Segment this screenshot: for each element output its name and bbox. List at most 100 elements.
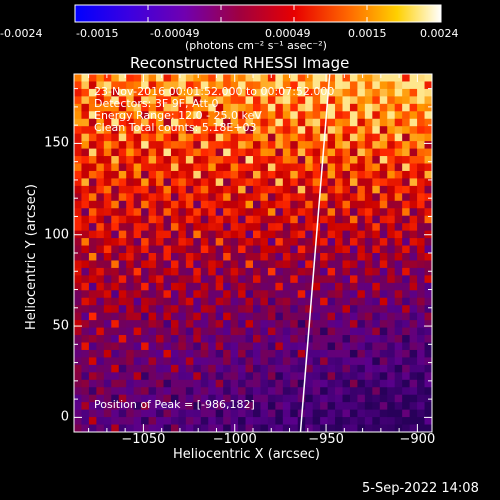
heatmap-cell	[230, 394, 239, 403]
heatmap-cell	[372, 88, 381, 97]
heatmap-cell	[133, 335, 142, 343]
heatmap-cell	[156, 81, 164, 90]
heatmap-cell	[402, 253, 411, 261]
heatmap-cell	[133, 148, 142, 157]
heatmap-cell	[193, 238, 202, 247]
heatmap-cell	[178, 409, 187, 418]
heatmap-cell	[297, 215, 306, 224]
heatmap-cell	[402, 185, 411, 194]
heatmap-cell	[402, 402, 411, 411]
heatmap-cell	[141, 81, 150, 90]
heatmap-cell	[417, 387, 426, 396]
heatmap-cell	[103, 282, 112, 291]
heatmap-cell	[290, 103, 299, 112]
heatmap-cell	[133, 260, 142, 269]
heatmap-cell	[81, 223, 90, 232]
heatmap-cell	[320, 342, 329, 351]
heatmap-cell	[74, 297, 82, 306]
heatmap-cell	[200, 253, 209, 261]
heatmap-cell	[402, 424, 411, 433]
heatmap-cell	[379, 141, 388, 150]
heatmap-cell	[305, 193, 314, 202]
heatmap-cell	[126, 327, 135, 336]
heatmap-cell	[409, 372, 418, 381]
heatmap-cell	[74, 193, 82, 202]
heatmap-cell	[253, 156, 261, 164]
heatmap-cell	[364, 372, 373, 381]
heatmap-cell	[163, 118, 172, 127]
heatmap-cell	[364, 402, 373, 411]
heatmap-cell	[230, 223, 239, 232]
heatmap-cell	[402, 335, 411, 343]
heatmap-cell	[223, 103, 232, 112]
heatmap-cell	[118, 349, 127, 358]
heatmap-cell	[409, 253, 418, 261]
heatmap-cell	[349, 96, 358, 105]
heatmap-cell	[178, 96, 187, 105]
heatmap-cell	[387, 96, 396, 105]
heatmap-cell	[126, 267, 135, 276]
heatmap-cell	[297, 133, 306, 142]
heatmap-cell	[156, 409, 164, 418]
heatmap-cell	[148, 327, 157, 336]
heatmap-cell	[342, 290, 351, 299]
heatmap-cell	[267, 253, 276, 261]
heatmap-cell	[424, 238, 433, 247]
heatmap-cell	[275, 335, 284, 343]
heatmap-cell	[387, 260, 396, 269]
heatmap-cell	[297, 297, 306, 306]
heatmap-cell	[342, 81, 351, 90]
heatmap-cell	[215, 424, 224, 433]
heatmap-cell	[185, 238, 194, 247]
heatmap-cell	[156, 417, 164, 426]
heatmap-cell	[282, 253, 291, 261]
heatmap-cell	[305, 133, 314, 142]
heatmap-cell	[74, 327, 82, 336]
heatmap-cell	[387, 126, 396, 135]
heatmap-cell	[223, 223, 232, 232]
heatmap-cell	[141, 312, 150, 321]
heatmap-cell	[379, 200, 388, 209]
heatmap-cell	[141, 200, 150, 209]
heatmap-cell	[208, 223, 217, 232]
heatmap-cell	[81, 260, 90, 269]
heatmap-cell	[163, 282, 172, 291]
heatmap-cell	[96, 349, 105, 358]
heatmap-cell	[424, 305, 433, 314]
heatmap-cell	[88, 96, 97, 105]
heatmap-cell	[223, 133, 232, 142]
heatmap-cell	[327, 178, 336, 187]
heatmap-cell	[200, 81, 209, 90]
heatmap-cell	[282, 335, 291, 343]
heatmap-cell	[208, 238, 217, 247]
heatmap-cell	[163, 223, 172, 232]
heatmap-cell	[357, 394, 366, 403]
heatmap-cell	[141, 185, 150, 194]
heatmap-cell	[320, 267, 329, 276]
heatmap-cell	[126, 364, 135, 373]
heatmap-cell	[223, 81, 232, 90]
heatmap-cell	[111, 260, 120, 269]
heatmap-cell	[185, 88, 194, 97]
heatmap-cell	[305, 364, 314, 373]
heatmap-cell	[238, 126, 247, 135]
colorbar-tick-label: 0.0015	[348, 27, 387, 40]
heatmap-cell	[163, 96, 172, 105]
heatmap-cell	[267, 297, 276, 306]
heatmap-cell	[417, 417, 426, 426]
heatmap-cell	[424, 379, 433, 388]
heatmap-cell	[133, 357, 142, 366]
heatmap-cell	[170, 230, 179, 239]
heatmap-cell	[74, 111, 82, 120]
heatmap-cell	[290, 253, 299, 261]
heatmap-cell	[126, 253, 135, 261]
heatmap-cell	[387, 312, 396, 321]
heatmap-cell	[372, 253, 381, 261]
heatmap-cell	[312, 282, 321, 291]
heatmap-cell	[118, 305, 127, 314]
heatmap-cell	[424, 208, 433, 217]
heatmap-cell	[379, 74, 388, 82]
heatmap-cell	[96, 200, 105, 209]
heatmap-cell	[409, 424, 418, 433]
heatmap-cell	[111, 297, 120, 306]
